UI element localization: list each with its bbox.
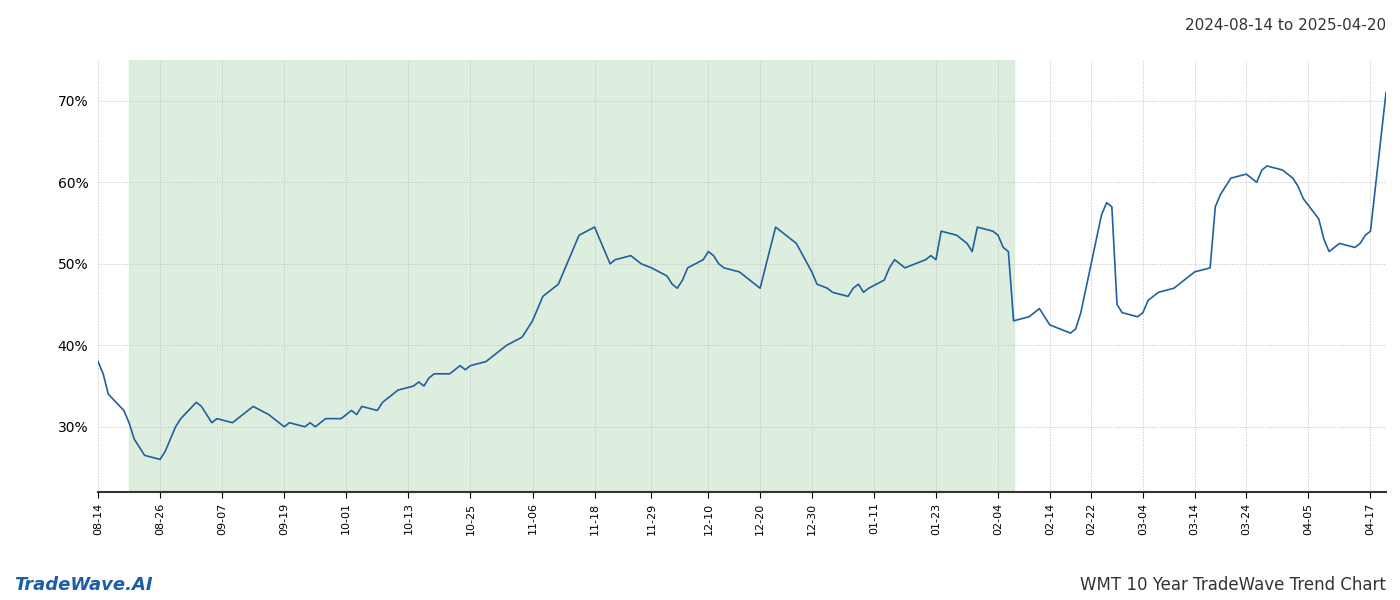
Bar (129, 60, 1014, 492)
Text: WMT 10 Year TradeWave Trend Chart: WMT 10 Year TradeWave Trend Chart (1081, 576, 1386, 594)
Text: TradeWave.AI: TradeWave.AI (14, 576, 153, 594)
Text: 2024-08-14 to 2025-04-20: 2024-08-14 to 2025-04-20 (1184, 18, 1386, 33)
